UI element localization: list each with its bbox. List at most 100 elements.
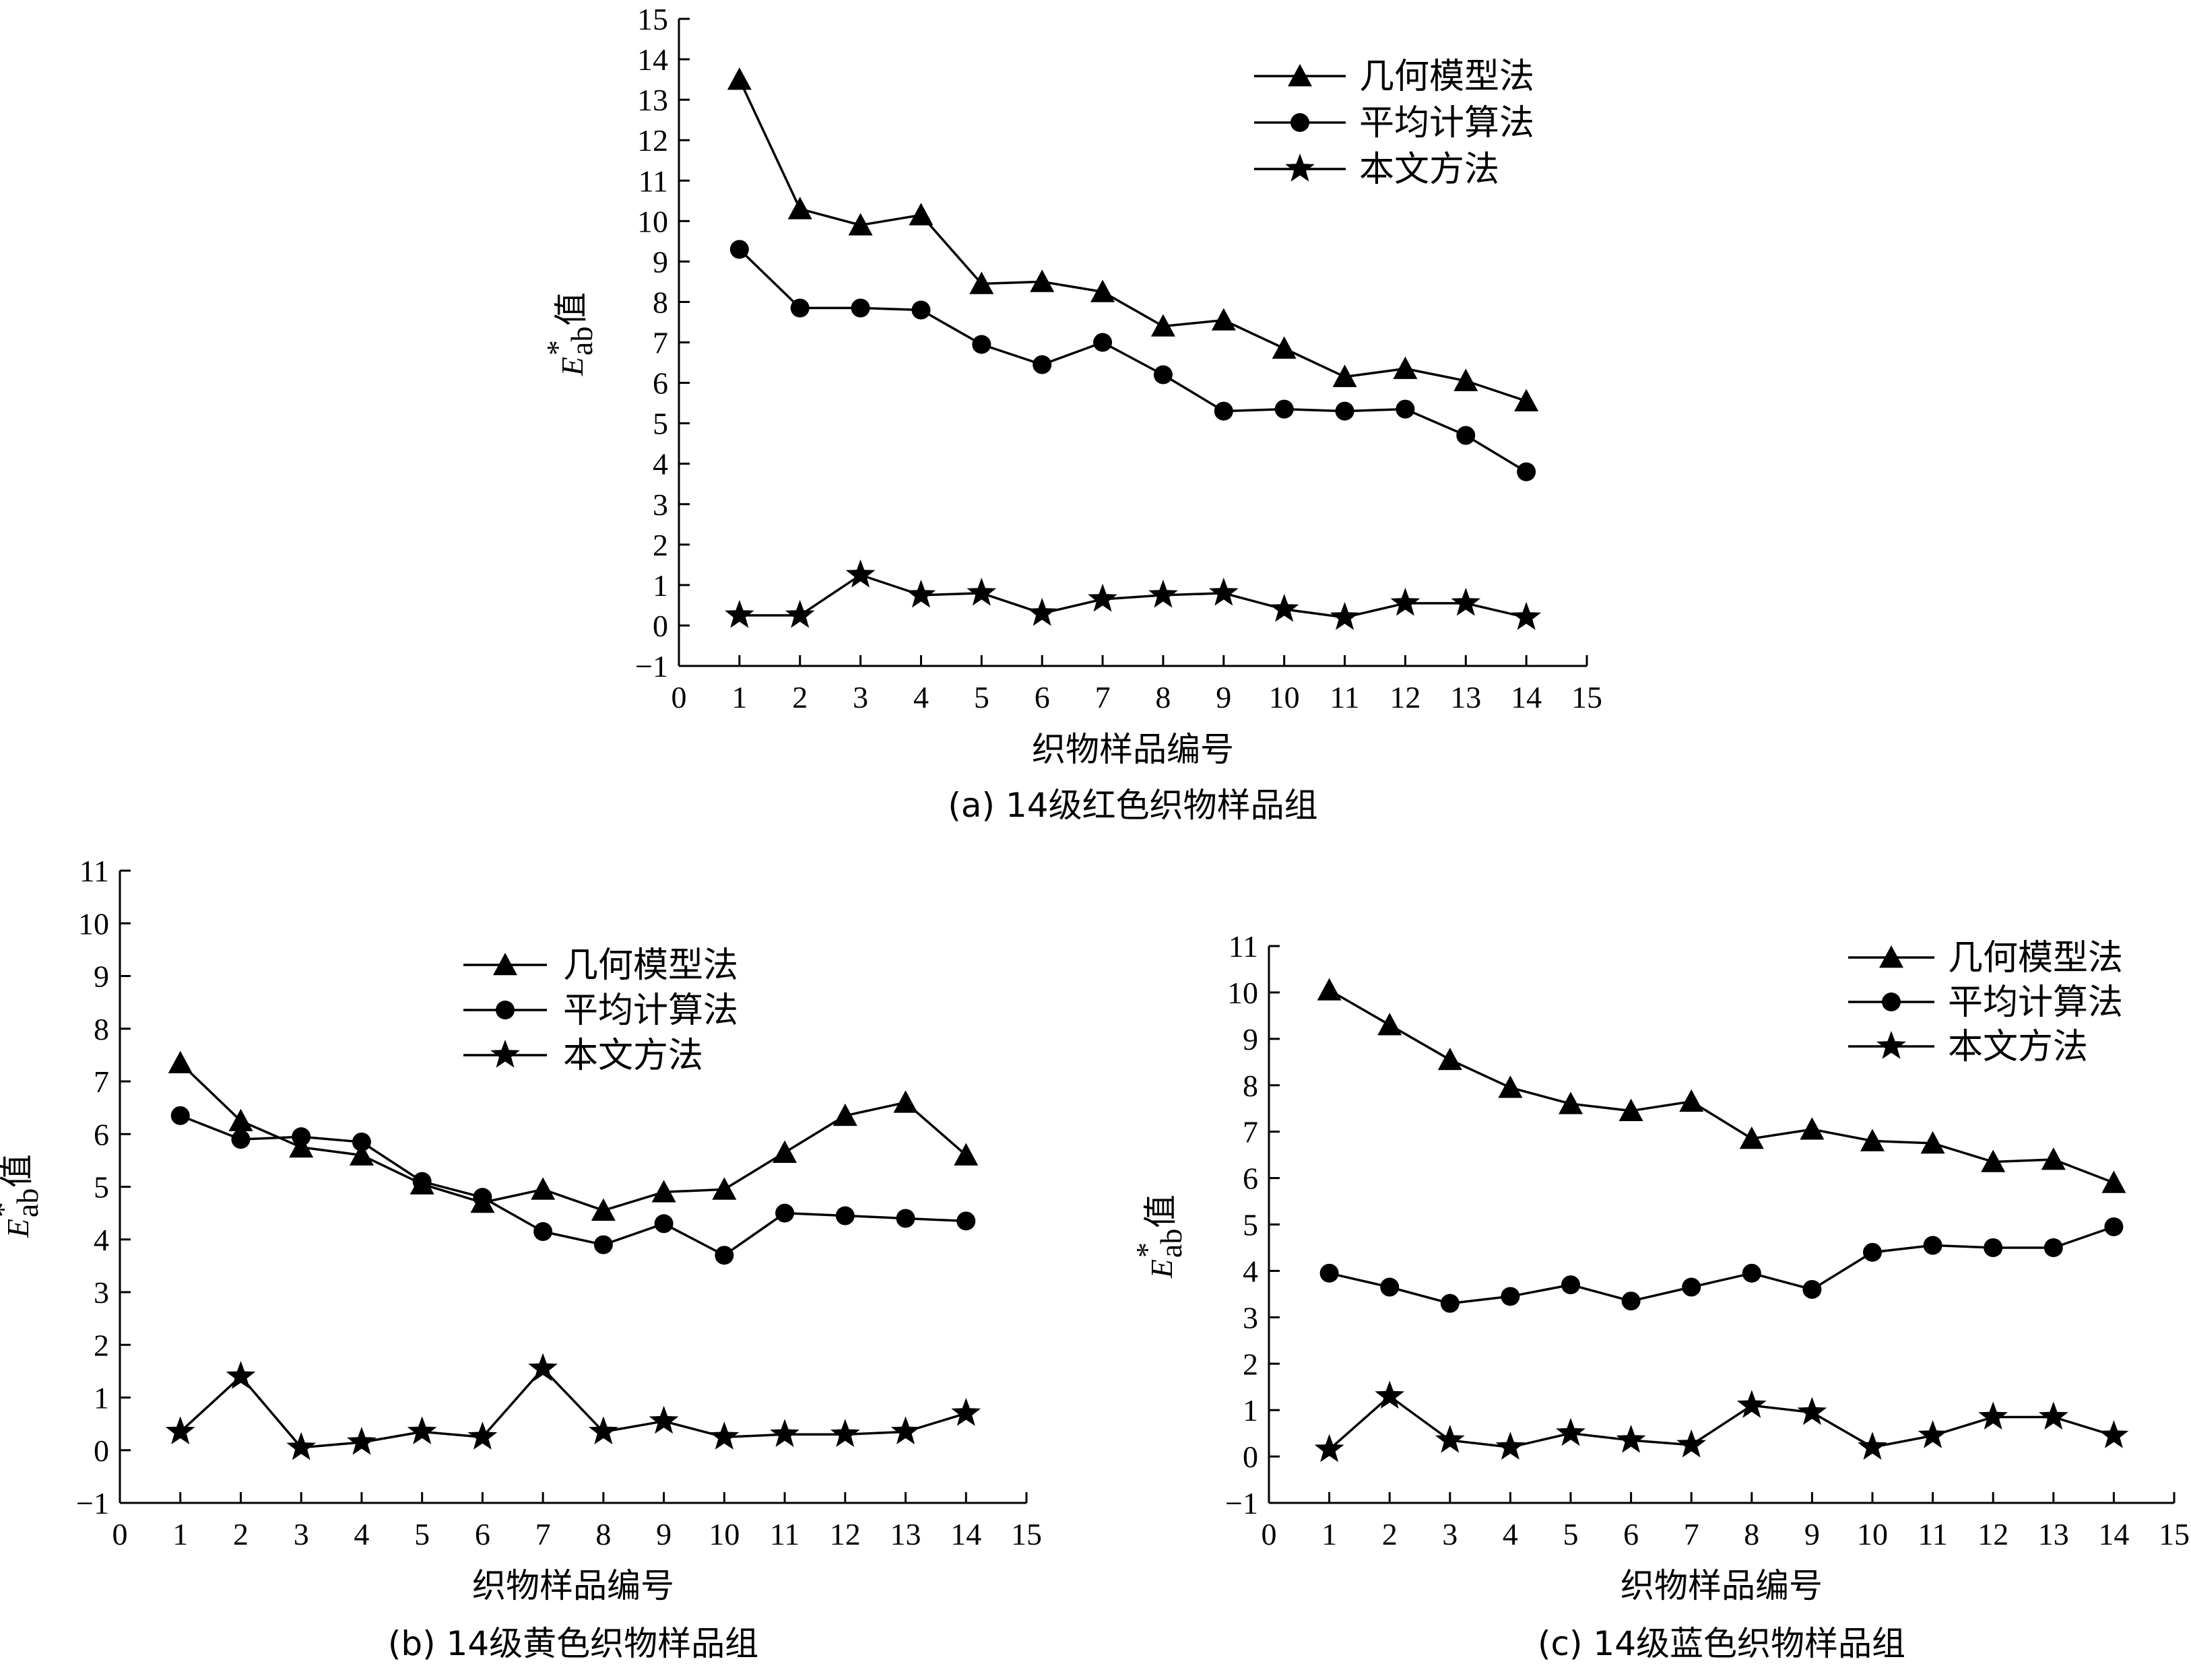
x-tick-label: 11 <box>1330 680 1359 714</box>
data-point <box>1501 1287 1520 1306</box>
data-point <box>1517 462 1536 481</box>
x-tick-label: 3 <box>853 680 868 714</box>
y-tick-label: 7 <box>653 326 668 360</box>
x-tick-label: 13 <box>2038 1517 2069 1551</box>
data-point <box>1981 1149 2006 1172</box>
data-point <box>1330 601 1360 630</box>
data-point <box>1319 1263 1339 1283</box>
x-tick-label: 13 <box>1450 680 1481 714</box>
data-point <box>1863 1242 1882 1262</box>
x-tick-label: 8 <box>1744 1517 1759 1551</box>
y-tick-label: 3 <box>94 1275 109 1310</box>
data-point <box>770 1419 799 1447</box>
y-tick-label: −1 <box>76 1486 109 1520</box>
data-point <box>1208 577 1239 606</box>
data-point <box>467 1421 498 1450</box>
x-tick-label: 11 <box>770 1517 799 1551</box>
data-point <box>1742 1263 1761 1283</box>
x-tick-label: 15 <box>1571 680 1602 714</box>
data-point <box>715 1246 734 1265</box>
y-tick-label: 3 <box>653 488 668 522</box>
data-point <box>1736 1390 1767 1418</box>
data-point <box>1027 597 1057 626</box>
series-star <box>725 559 1541 630</box>
data-point <box>1621 1291 1641 1311</box>
data-point <box>896 1209 915 1228</box>
legend-label: 本文方法 <box>1948 1027 2088 1067</box>
data-point <box>1514 389 1539 411</box>
data-point <box>1377 1013 1402 1036</box>
y-tick-label: 0 <box>653 609 668 643</box>
series-line <box>738 248 1528 473</box>
data-point <box>727 67 752 90</box>
y-tick-label: 5 <box>1243 1208 1258 1242</box>
data-point <box>1559 1091 1583 1114</box>
y-tick-label: 7 <box>94 1065 109 1099</box>
data-point <box>851 298 870 318</box>
data-point <box>1498 1075 1523 1098</box>
data-point <box>951 1398 981 1426</box>
data-point <box>1739 1127 1764 1149</box>
y-tick-label: 1 <box>653 568 668 603</box>
data-point <box>1148 579 1178 608</box>
x-tick-label: 5 <box>1563 1517 1579 1551</box>
data-point <box>1214 401 1233 421</box>
data-point <box>531 1177 556 1200</box>
data-point <box>407 1416 437 1444</box>
legend-label: 几何模型法 <box>1359 57 1534 97</box>
data-point <box>1918 1420 1948 1448</box>
data-point <box>528 1353 558 1382</box>
legend-label: 几何模型法 <box>1948 938 2123 978</box>
data-point <box>1211 308 1236 331</box>
y-tick-label: 2 <box>653 528 668 562</box>
y-axis-label: E *ab值 <box>0 1154 44 1238</box>
series-line <box>179 1367 967 1449</box>
data-point <box>775 1203 795 1223</box>
data-point <box>2104 1217 2124 1236</box>
legend-marker <box>490 1040 520 1068</box>
legend-item: 平均计算法 <box>1848 982 2123 1023</box>
data-point <box>1150 314 1175 337</box>
data-point <box>1088 583 1117 612</box>
data-point <box>2101 1170 2126 1193</box>
y-tick-label: −1 <box>1225 1486 1258 1520</box>
data-point <box>1269 593 1299 622</box>
series-line <box>1328 1395 2114 1451</box>
data-point <box>168 1050 193 1073</box>
x-tick-label: 1 <box>731 680 747 714</box>
data-point <box>830 1419 860 1447</box>
data-point <box>286 1432 317 1460</box>
data-point <box>972 335 991 354</box>
legend-label: 几何模型法 <box>563 945 738 986</box>
x-axis-label: 织物样品编号 <box>1621 1566 1823 1605</box>
data-point <box>170 1106 190 1125</box>
series-star <box>1314 1380 2129 1463</box>
series-star <box>165 1353 981 1460</box>
data-point <box>289 1135 314 1158</box>
legend-marker <box>493 953 517 976</box>
y-tick-label: 6 <box>1243 1162 1258 1196</box>
data-point <box>787 197 812 220</box>
data-point <box>1393 356 1418 379</box>
data-point <box>1396 399 1415 419</box>
x-tick-label: 5 <box>974 680 989 714</box>
data-point <box>1556 1417 1585 1446</box>
x-tick-label: 0 <box>112 1517 128 1551</box>
data-point <box>969 271 994 294</box>
y-tick-label: 10 <box>1227 976 1258 1010</box>
x-tick-label: 4 <box>354 1517 369 1551</box>
legend-item: 几何模型法 <box>463 945 738 986</box>
x-tick-label: 3 <box>294 1517 309 1551</box>
legend-marker <box>496 1001 515 1019</box>
data-point <box>589 1416 618 1444</box>
x-tick-label: 12 <box>1977 1517 2008 1551</box>
y-tick-label: 6 <box>653 366 668 401</box>
data-point <box>1440 1293 1460 1313</box>
data-point <box>909 203 934 226</box>
legend-marker <box>1876 1031 1906 1059</box>
x-tick-label: 0 <box>1262 1517 1277 1551</box>
data-point <box>412 1172 432 1191</box>
x-axis-label: 织物样品编号 <box>472 1566 674 1605</box>
